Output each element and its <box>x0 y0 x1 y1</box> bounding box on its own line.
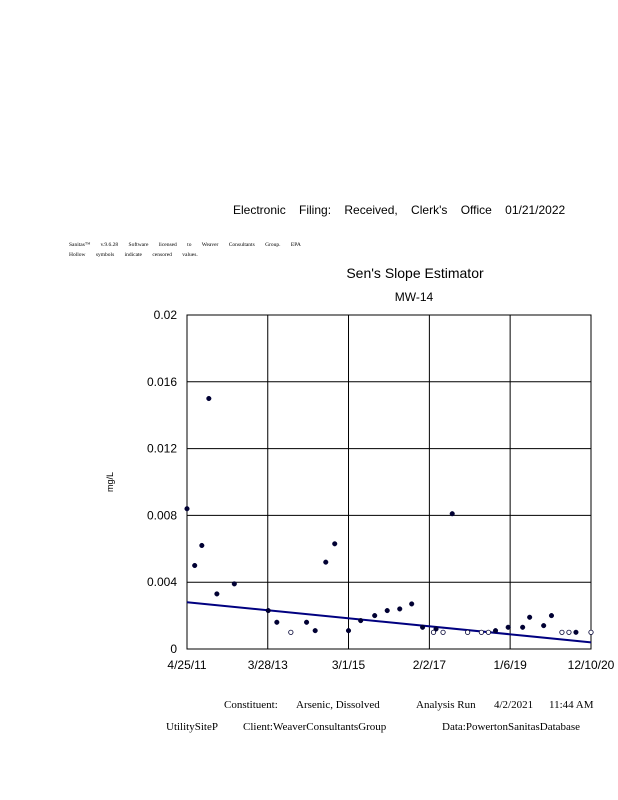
footer-constituent-value: Arsenic, Dissolved <box>296 699 380 711</box>
censored-data-point <box>465 629 471 635</box>
footer-run-time: 11:44 AM <box>549 699 594 711</box>
data-point <box>372 613 378 619</box>
data-point <box>214 591 220 597</box>
data-point <box>492 628 499 634</box>
y-tick-label: 0.02 <box>154 308 178 322</box>
censored-data-point <box>485 629 492 635</box>
data-point <box>323 559 329 565</box>
footer-run-date: 4/2/2021 <box>494 699 534 711</box>
chart-subtitle: MW-14 <box>395 290 434 304</box>
grid-lines <box>186 314 592 650</box>
x-tick-labels: 4/25/11 3/28/13 3/1/15 2/2/17 1/6/19 12/10/20 <box>167 658 614 672</box>
censored-data-point <box>588 629 594 635</box>
censored-data-point <box>566 629 572 635</box>
data-point <box>573 629 579 635</box>
y-tick-label: 0.004 <box>147 575 177 589</box>
chart-title: Sen's Slope Estimator <box>346 265 484 281</box>
data-point <box>527 614 533 620</box>
y-tick-label: 0.016 <box>147 375 177 389</box>
y-tick-label: 0 <box>170 642 177 656</box>
trend-line-group <box>186 601 592 644</box>
data-point <box>505 624 511 630</box>
footer-client: Client:WeaverConsultantsGroup <box>243 721 387 733</box>
data-point <box>358 618 364 624</box>
censored-data-point <box>478 629 485 635</box>
x-tick-label: 12/10/20 <box>568 658 615 672</box>
x-tick-label: 2/2/17 <box>413 658 447 672</box>
y-tick-label: 0.012 <box>147 442 177 456</box>
y-axis-label: mg/L <box>105 472 115 492</box>
data-points <box>184 395 594 635</box>
footer-site: UtilitySiteP <box>166 721 218 733</box>
software-license-note: Sanitas™ v.9.6.28 Software licensed to W… <box>69 242 301 248</box>
footer-constituent-label: Constituent: <box>224 699 278 711</box>
footer-data: Data:PowertonSanitasDatabase <box>442 721 581 733</box>
censored-data-point <box>288 629 294 635</box>
data-point <box>449 511 455 517</box>
footer-analysis-label: Analysis Run <box>416 699 476 711</box>
data-point <box>206 395 212 402</box>
filing-header: Electronic Filing: Received, Clerk's Off… <box>233 203 566 217</box>
sens-slope-trend-line <box>186 601 592 644</box>
censored-values-note: Hollow symbols indicate censored values. <box>69 252 198 258</box>
data-point <box>345 628 352 634</box>
data-point <box>384 608 390 614</box>
x-tick-label: 3/28/13 <box>248 658 288 672</box>
data-point <box>420 624 426 630</box>
censored-data-point <box>440 629 446 635</box>
plot-frame <box>186 314 592 650</box>
y-tick-labels: 0 0.004 0.008 0.012 0.016 0.02 <box>147 308 177 656</box>
censored-data-point <box>430 629 437 635</box>
data-point <box>409 601 415 607</box>
data-point <box>265 608 271 614</box>
data-point <box>548 613 555 619</box>
data-point <box>397 606 403 612</box>
x-tick-label: 4/25/11 <box>167 658 206 672</box>
data-point <box>304 619 310 625</box>
data-point <box>312 628 318 634</box>
x-tick-label: 1/6/19 <box>493 658 527 672</box>
data-point <box>184 506 190 512</box>
data-point <box>332 541 338 547</box>
data-point <box>192 562 198 569</box>
data-point <box>199 542 205 549</box>
data-point <box>520 624 526 630</box>
censored-data-point <box>559 629 565 635</box>
data-point <box>231 581 237 587</box>
data-point <box>541 623 547 629</box>
x-tick-label: 3/1/15 <box>332 658 366 672</box>
y-tick-label: 0.008 <box>147 508 177 522</box>
data-point <box>274 619 280 625</box>
